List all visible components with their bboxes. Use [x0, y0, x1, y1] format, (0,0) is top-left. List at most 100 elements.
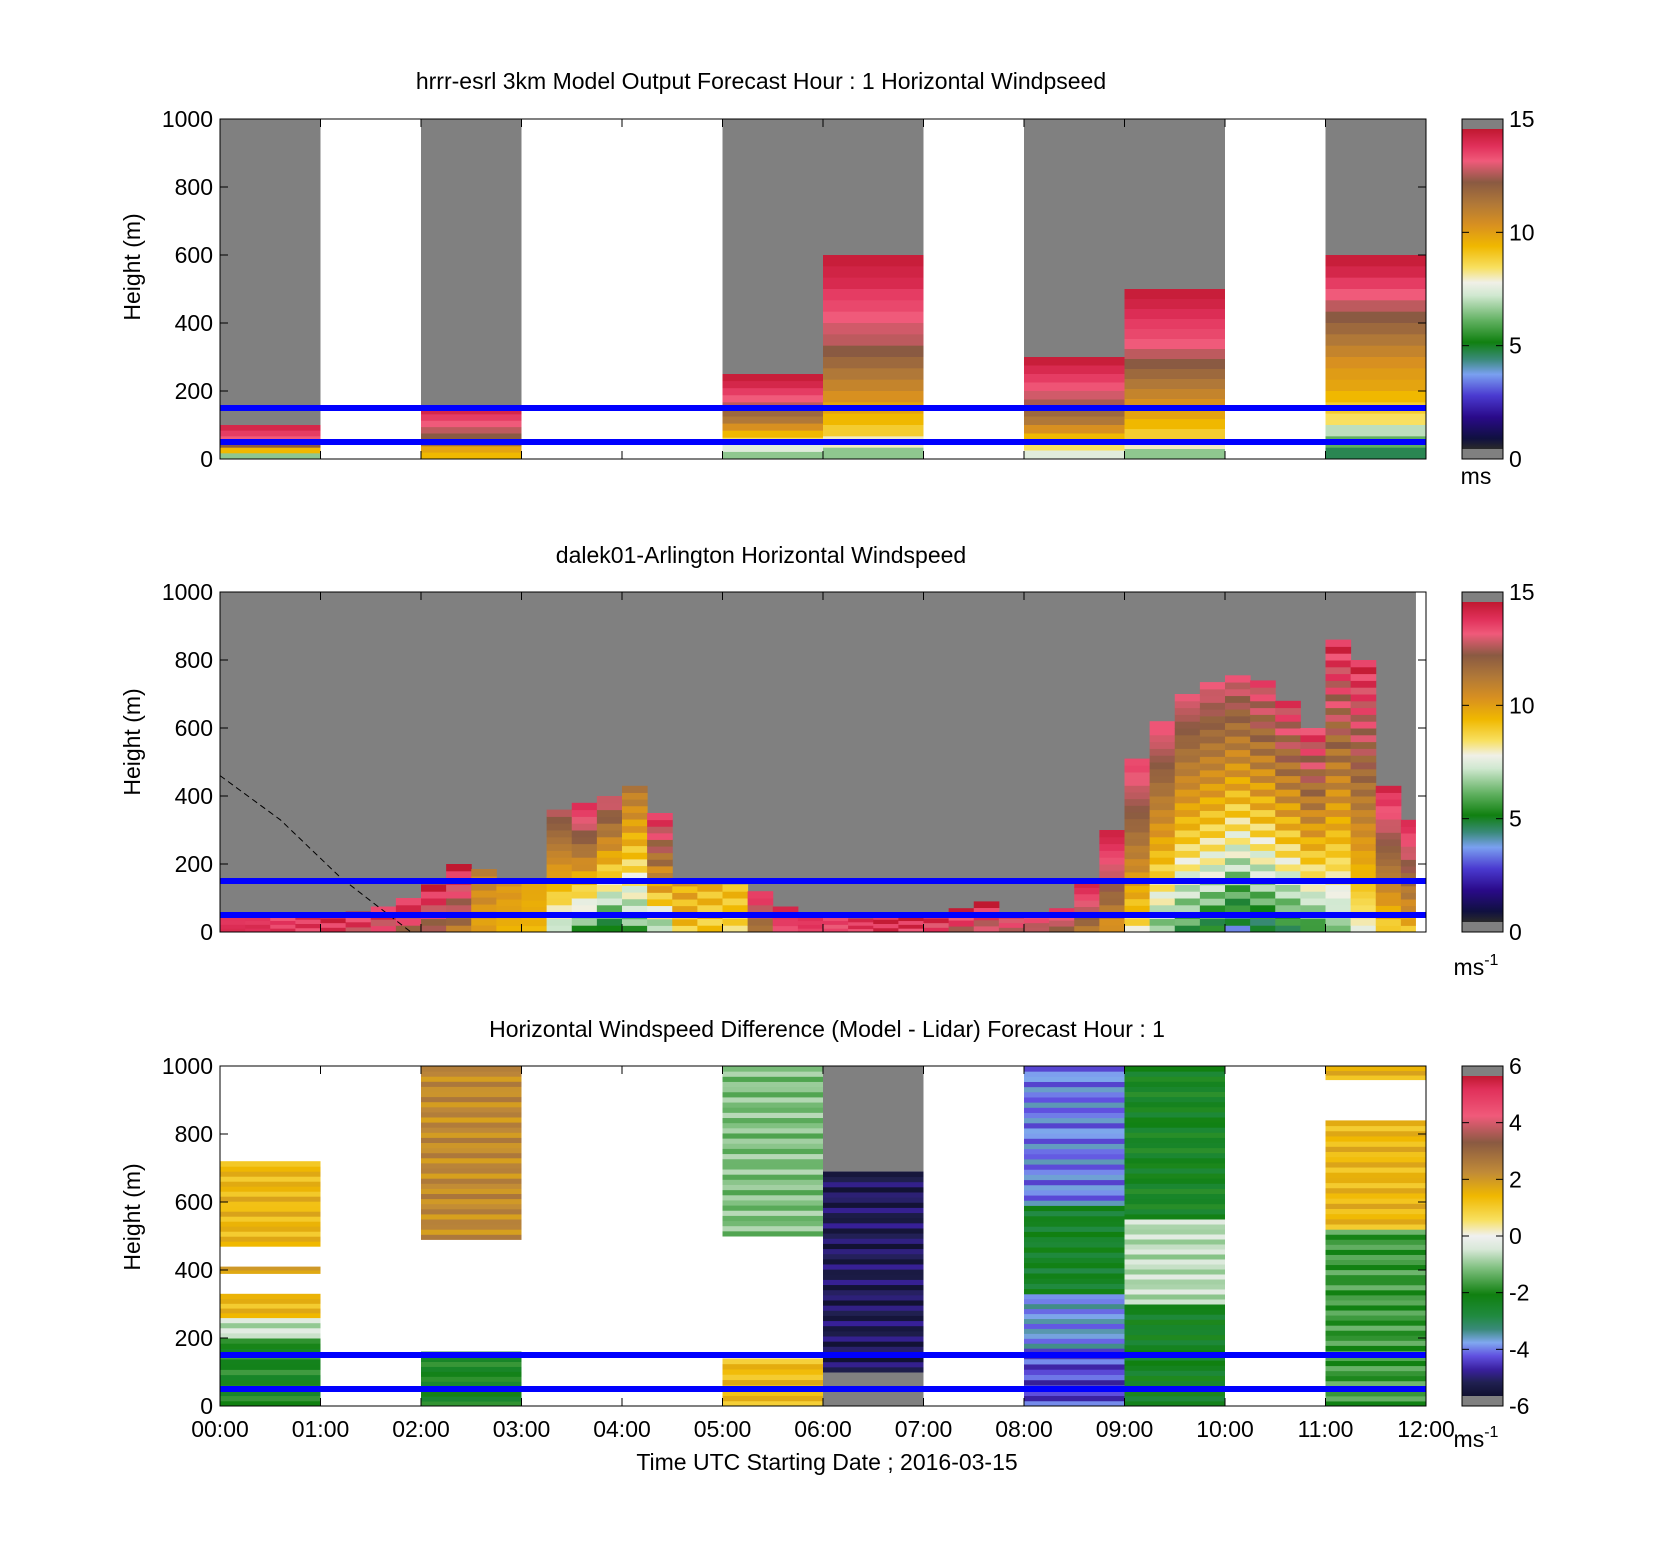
lidar-cell — [1199, 715, 1226, 724]
lidar-cell — [1250, 755, 1276, 763]
lidar-cell — [1199, 925, 1226, 933]
diff-cell — [220, 1317, 321, 1324]
diff-cell — [421, 1157, 522, 1164]
model-missing-column — [220, 119, 321, 425]
diff-cell — [722, 1390, 823, 1396]
lidar-cell — [923, 922, 950, 928]
lidar-cell — [345, 926, 372, 933]
diff-cell — [1024, 1221, 1125, 1227]
lidar-cell — [1300, 741, 1326, 749]
diff-cell — [823, 1269, 924, 1275]
lidar-cell — [1325, 891, 1352, 899]
lidar-cell — [596, 816, 623, 824]
lidar-cell — [1225, 722, 1251, 730]
diff-cell — [823, 1320, 924, 1327]
lidar-cell — [1375, 825, 1402, 833]
lidar-cell — [1275, 762, 1301, 770]
lidar-cell — [1275, 734, 1301, 743]
lidar-cell — [722, 898, 749, 906]
lidar-cell — [1174, 836, 1201, 845]
diff-cell — [722, 1081, 823, 1088]
lidar-cell — [1325, 850, 1352, 858]
diff-cell — [1024, 1333, 1125, 1339]
lidar-cell — [1350, 782, 1377, 790]
lidar-cell — [1199, 850, 1226, 859]
lidar-cell — [622, 925, 648, 933]
model-cell — [220, 425, 321, 432]
model-cell — [1124, 369, 1225, 380]
diff-cell — [421, 1106, 522, 1113]
diff-cell — [1124, 1213, 1225, 1220]
lidar-cell — [596, 843, 623, 851]
lidar-cell — [521, 893, 548, 901]
lidar-cell — [446, 904, 472, 913]
diff-cell — [421, 1178, 522, 1184]
diff-cell — [823, 1197, 924, 1203]
lidar-cell — [1199, 891, 1226, 899]
lidar-cell — [647, 832, 673, 840]
lidar-cell — [1275, 857, 1301, 865]
lidar-cell — [295, 927, 321, 933]
diff-cell — [823, 1227, 924, 1234]
diff-cell — [1325, 1130, 1426, 1137]
diff-cell — [1124, 1249, 1225, 1255]
lidar-cell — [245, 928, 271, 933]
lidar-cell — [923, 927, 950, 933]
diff-cell — [421, 1086, 522, 1092]
lidar-cell — [596, 891, 623, 899]
lidar-cell — [622, 832, 648, 840]
lidar-cell — [1174, 918, 1201, 926]
diff-cell — [722, 1132, 823, 1139]
xtick-label: 09:00 — [1096, 1416, 1154, 1442]
diff-cell — [1024, 1288, 1125, 1295]
lidar-cell — [471, 918, 497, 926]
lidar-cell — [1300, 836, 1326, 845]
lidar-cell — [1350, 898, 1377, 906]
lidar-cell — [571, 816, 598, 824]
model-cell — [823, 277, 924, 290]
model-cell — [1024, 450, 1125, 460]
ytick-label: 400 — [175, 310, 213, 336]
colorbar-tick-label: -2 — [1509, 1280, 1529, 1306]
diff-cell — [220, 1369, 321, 1376]
xtick-label: 06:00 — [794, 1416, 852, 1442]
diff-cell — [722, 1153, 823, 1160]
lidar-cell — [1375, 898, 1402, 906]
lidar-cell — [1149, 864, 1176, 872]
lidar-cell — [1350, 850, 1377, 858]
lidar-cell — [471, 897, 497, 905]
lidar-cell — [270, 924, 296, 929]
lidar-cell — [1174, 904, 1201, 913]
lidar-cell — [1074, 887, 1100, 895]
diff-cell — [1124, 1334, 1225, 1341]
diff-cell — [1024, 1358, 1125, 1365]
diff-cell — [421, 1229, 522, 1235]
lidar-cell — [1300, 802, 1326, 811]
diff-cell — [1325, 1269, 1426, 1276]
model-cell — [1124, 299, 1225, 310]
diff-cell — [1024, 1148, 1125, 1155]
lidar-cell — [1250, 870, 1276, 879]
lidar-cell — [1275, 816, 1301, 824]
diff-cell — [421, 1066, 522, 1072]
diff-cell — [220, 1327, 321, 1334]
lidar-cell — [1325, 843, 1352, 851]
lidar-cell — [521, 925, 548, 933]
panel-lidar-reference-lines — [220, 878, 1426, 918]
diff-cell — [823, 1253, 924, 1260]
diff-cell — [421, 1091, 522, 1098]
diff-cell — [1024, 1210, 1125, 1217]
lidar-cell — [1225, 884, 1251, 892]
lidar-cell — [1124, 918, 1151, 926]
lidar-cell — [1199, 871, 1226, 879]
diff-cell — [1325, 1355, 1426, 1362]
lidar-cell — [747, 891, 774, 899]
lidar-cell — [1149, 898, 1176, 906]
diff-cell — [1124, 1224, 1225, 1230]
model-cell — [421, 433, 522, 441]
lidar-cell — [1350, 748, 1377, 756]
diff-cell — [421, 1142, 522, 1149]
colorbar-tick-label: 10 — [1509, 692, 1535, 718]
diff-cell — [823, 1341, 924, 1347]
lidar-cell — [1099, 857, 1125, 865]
